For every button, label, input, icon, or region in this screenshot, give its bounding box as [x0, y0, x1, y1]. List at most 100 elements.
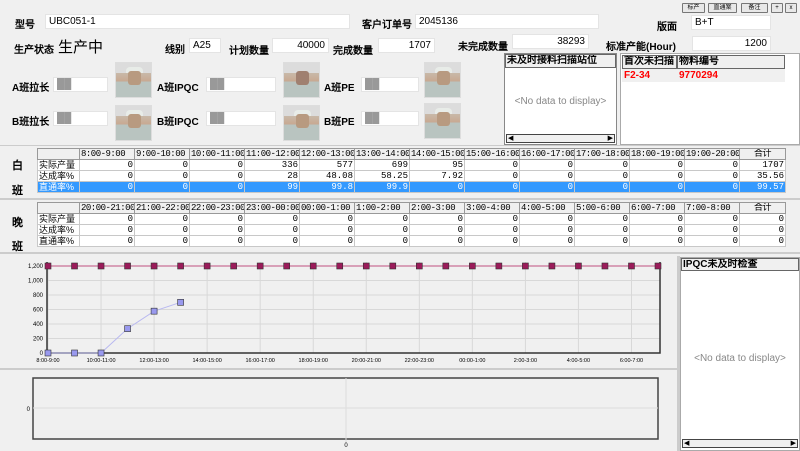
table-cell[interactable]: 0 — [739, 235, 786, 247]
column-header[interactable]: 9:00-10:00 — [134, 148, 190, 160]
column-header[interactable]: 7:00-8:00 — [684, 202, 740, 214]
table-cell[interactable]: 0 — [629, 213, 685, 225]
table-cell[interactable]: 0 — [684, 170, 740, 182]
table-cell[interactable]: 35.56 — [739, 170, 786, 182]
column-header[interactable]: 22:00-23:00 — [189, 202, 245, 214]
table-row[interactable]: 直通率% 0 0 0 99 99.8 99.9 0 0 0 0 0 0 99.57 — [37, 181, 786, 193]
plan-field[interactable]: 40000 — [272, 38, 329, 53]
table-cell[interactable]: 0 — [409, 181, 465, 193]
column-header[interactable]: 4:00-5:00 — [519, 202, 575, 214]
column-header[interactable]: 合计 — [739, 148, 786, 160]
table-cell[interactable]: 0 — [299, 235, 355, 247]
table-cell[interactable]: 0 — [354, 235, 410, 247]
table-cell[interactable]: 0 — [354, 213, 410, 225]
table-cell[interactable]: 0 — [629, 224, 685, 236]
b-leader-field[interactable]: ██ — [53, 111, 108, 126]
column-header[interactable]: 13:00-14:00 — [354, 148, 410, 160]
table-cell[interactable]: 0 — [464, 213, 520, 225]
column-header[interactable]: 15:00-16:00 — [464, 148, 520, 160]
a-ipqc-field[interactable]: ██ — [206, 77, 276, 92]
ipqc-scrollbar[interactable]: ◀ ▶ — [682, 439, 798, 448]
table-cell[interactable]: 0 — [519, 224, 575, 236]
table-cell[interactable]: 0 — [629, 170, 685, 182]
column-header[interactable]: 合计 — [739, 202, 786, 214]
table-cell[interactable]: 1707 — [739, 159, 786, 171]
table-cell[interactable]: 0 — [519, 170, 575, 182]
table-cell[interactable]: 0 — [574, 213, 630, 225]
table-cell[interactable]: 7.92 — [409, 170, 465, 182]
first-pass-button[interactable]: 直通案 — [708, 3, 737, 13]
table-cell[interactable]: 0 — [134, 224, 190, 236]
table-cell[interactable]: 0 — [629, 181, 685, 193]
table-cell[interactable]: 99 — [244, 181, 300, 193]
column-header[interactable]: 11:00-12:00 — [244, 148, 300, 160]
table-cell[interactable]: 699 — [354, 159, 410, 171]
table-cell[interactable]: 0 — [409, 213, 465, 225]
table-cell[interactable]: 0 — [79, 224, 135, 236]
b-ipqc-field[interactable]: ██ — [206, 111, 276, 126]
done-field[interactable]: 1707 — [378, 38, 435, 53]
table-cell[interactable]: 0 — [189, 213, 245, 225]
table-cell[interactable]: 0 — [244, 213, 300, 225]
table-cell[interactable]: 0 — [409, 235, 465, 247]
table-cell[interactable]: 0 — [574, 235, 630, 247]
add-button[interactable]: + — [771, 3, 783, 13]
table-row[interactable]: 直通率% 0 0 0 0 0 0 0 0 0 0 0 0 0 — [37, 235, 786, 247]
table-cell[interactable]: 0 — [134, 170, 190, 182]
table-cell[interactable]: 0 — [134, 213, 190, 225]
table-cell[interactable]: 0 — [244, 235, 300, 247]
table-cell[interactable]: 0 — [684, 181, 740, 193]
table-row[interactable]: 达成率% 0 0 0 28 48.08 58.25 7.92 0 0 0 0 0 35.56 — [37, 170, 786, 182]
unscanned-row[interactable]: F2-34 9770294 — [622, 69, 785, 82]
table-cell[interactable]: 0 — [464, 224, 520, 236]
table-cell[interactable]: 0 — [739, 213, 786, 225]
table-cell[interactable]: 0 — [189, 235, 245, 247]
standard-output-button[interactable]: 标产 — [682, 3, 705, 13]
table-cell[interactable]: 0 — [519, 213, 575, 225]
table-cell[interactable]: 0 — [134, 159, 190, 171]
table-cell[interactable]: 0 — [519, 181, 575, 193]
table-cell[interactable]: 95 — [409, 159, 465, 171]
table-cell[interactable]: 0 — [189, 170, 245, 182]
table-cell[interactable]: 0 — [79, 235, 135, 247]
column-header[interactable]: 3:00-4:00 — [464, 202, 520, 214]
column-header[interactable]: 18:00-19:00 — [629, 148, 685, 160]
column-header[interactable]: 6:00-7:00 — [629, 202, 685, 214]
table-cell[interactable]: 0 — [134, 235, 190, 247]
table-cell[interactable]: 0 — [79, 170, 135, 182]
table-cell[interactable]: 577 — [299, 159, 355, 171]
table-cell[interactable]: 0 — [629, 235, 685, 247]
column-header[interactable]: 19:00-20:00 — [684, 148, 740, 160]
notes-button[interactable]: 备注 — [741, 3, 768, 13]
column-header[interactable]: 8:00-9:00 — [79, 148, 135, 160]
b-pe-field[interactable]: ██ — [361, 111, 419, 126]
late-feed-scrollbar[interactable]: ◀ ▶ — [506, 134, 615, 143]
table-cell[interactable]: 0 — [684, 235, 740, 247]
table-cell[interactable]: 0 — [299, 224, 355, 236]
table-cell[interactable]: 0 — [519, 235, 575, 247]
column-header[interactable]: 10:00-11:00 — [189, 148, 245, 160]
table-cell[interactable]: 99.9 — [354, 181, 410, 193]
table-cell[interactable]: 0 — [189, 224, 245, 236]
column-header[interactable]: 5:00-6:00 — [574, 202, 630, 214]
table-cell[interactable]: 0 — [464, 159, 520, 171]
table-cell[interactable]: 48.08 — [299, 170, 355, 182]
column-header[interactable]: 2:00-3:00 — [409, 202, 465, 214]
table-cell[interactable]: 0 — [464, 235, 520, 247]
column-header[interactable]: 16:00-17:00 — [519, 148, 575, 160]
scroll-left-icon[interactable]: ◀ — [684, 440, 690, 447]
undone-field[interactable]: 38293 — [512, 34, 589, 49]
table-cell[interactable]: 0 — [684, 159, 740, 171]
order-field[interactable]: 2045136 — [415, 14, 599, 29]
table-cell[interactable]: 0 — [684, 213, 740, 225]
table-row[interactable]: 达成率% 0 0 0 0 0 0 0 0 0 0 0 0 0 — [37, 224, 786, 236]
column-header[interactable]: 12:00-13:00 — [299, 148, 355, 160]
capacity-field[interactable]: 1200 — [692, 36, 771, 51]
close-button[interactable]: x — [785, 3, 797, 13]
column-header[interactable]: 21:00-22:00 — [134, 202, 190, 214]
table-cell[interactable]: 0 — [244, 224, 300, 236]
table-row[interactable]: 实际产量 0 0 0 336 577 699 95 0 0 0 0 0 1707 — [37, 159, 786, 171]
column-header[interactable]: 00:00-1:00 — [299, 202, 355, 214]
table-cell[interactable]: 0 — [79, 181, 135, 193]
table-cell[interactable]: 0 — [464, 170, 520, 182]
